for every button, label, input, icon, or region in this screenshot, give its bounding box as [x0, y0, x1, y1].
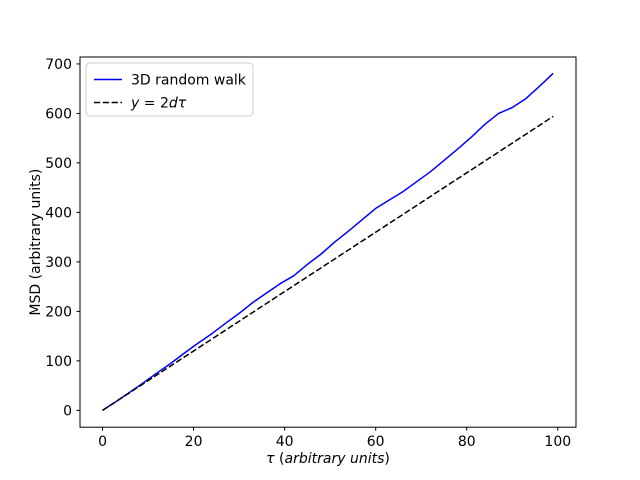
y-tick-label: 0	[63, 403, 72, 419]
y-tick-label: 100	[45, 354, 72, 370]
x-tick-label: 60	[367, 434, 385, 450]
x-tick-label: 20	[185, 434, 203, 450]
x-tick-label: 0	[98, 434, 107, 450]
y-tick-label: 300	[45, 255, 72, 271]
y-axis-label: MSD (arbitrary units)	[28, 169, 44, 316]
x-tick-label: 40	[276, 434, 294, 450]
series-line-y-2d	[102, 115, 554, 412]
legend-box	[85, 62, 254, 117]
y-tick-label: 700	[45, 57, 72, 73]
x-tick-label: 80	[458, 434, 476, 450]
legend-label: 3D random walk	[131, 73, 247, 89]
x-tick-label: 100	[544, 434, 571, 450]
series-line-3d-random-walk	[102, 72, 554, 412]
y-tick-label: 600	[45, 106, 72, 122]
axes-frame	[79, 56, 577, 428]
y-tick-label: 200	[45, 304, 72, 320]
legend-label: y = 2dτ	[130, 96, 187, 112]
y-tick-label: 400	[45, 205, 72, 221]
y-tick-label: 500	[45, 156, 72, 172]
x-axis-label: τ (arbitrary units)	[266, 451, 390, 467]
